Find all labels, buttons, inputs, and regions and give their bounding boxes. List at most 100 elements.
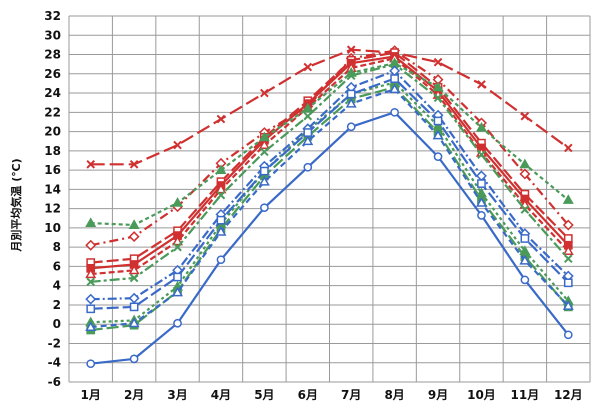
data-point [303,162,313,172]
data-point [302,102,314,113]
x-tick-label: 12月 [554,388,583,402]
data-point [172,197,184,207]
data-point [85,293,97,305]
data-point [260,88,269,98]
data-point [258,175,270,186]
data-point [128,231,140,243]
data-point [345,97,357,108]
data-point [215,183,227,194]
y-tick-label: 14 [44,182,61,196]
data-point [346,122,356,132]
data-point [562,194,574,204]
y-tick-label: 28 [44,48,61,62]
x-tick-label: 10月 [467,388,496,402]
data-point [216,114,226,124]
x-tick-label: 1月 [81,388,101,402]
data-point [302,135,314,146]
x-tick-label: 2月 [124,388,144,402]
x-tick-label: 8月 [384,388,404,402]
data-point [433,152,443,161]
x-tick-label: 5月 [254,388,274,402]
y-tick-label: 6 [53,259,61,273]
data-point [562,245,574,255]
y-tick-label: 32 [44,9,61,23]
x-tick-label: 9月 [428,388,448,402]
data-point [432,129,444,140]
data-point [215,164,227,175]
data-point [520,111,530,121]
data-point [563,143,573,153]
series-line [90,55,570,270]
data-point [216,215,226,225]
data-point [433,57,443,67]
data-point [475,197,487,207]
data-point [477,179,486,188]
data-point [475,187,487,198]
data-point [173,140,182,150]
y-tick-label: 18 [44,144,61,158]
data-point [129,273,139,283]
data-point [303,128,313,137]
data-point [128,317,140,328]
y-tick-label: 30 [44,28,61,42]
data-point [86,304,96,314]
series-0 [86,45,573,169]
data-point [346,71,356,81]
data-point [390,59,399,69]
data-point [86,359,96,369]
data-point [562,219,574,231]
y-tick-label: 22 [44,105,61,119]
x-tick-labels: 1月 2月 3月 4月 5月 6月 7月 8月 9月 10月 11月 12月 [81,388,583,402]
series-line [90,49,570,247]
data-point [216,190,226,200]
data-point [172,286,184,297]
series-line [90,86,570,332]
series-line [90,48,569,166]
data-point [173,318,182,328]
data-point [172,235,184,246]
data-point [520,275,530,285]
x-tick-label: 3月 [167,388,187,402]
data-point [520,205,530,214]
data-point [519,254,531,265]
x-tick-label: 11月 [511,388,540,402]
data-point [260,166,269,176]
data-point [432,81,444,92]
series-line [90,63,570,283]
y-tick-label: -6 [48,375,61,389]
series-layer [85,45,574,369]
data-point [85,268,97,279]
data-point [258,131,270,142]
grid [68,15,591,383]
data-point [258,139,270,150]
data-point [563,278,573,288]
data-point [128,264,140,275]
data-point [477,150,486,160]
y-tick-label: 26 [44,67,61,81]
data-point [562,300,574,310]
y-tick-label: 24 [44,86,61,100]
data-point [563,330,573,340]
series-line [90,111,570,365]
data-point [85,239,97,251]
y-tick-label: 2 [53,298,61,312]
y-tick-label: 16 [44,163,61,177]
y-tick-label: 4 [53,279,61,293]
data-point [519,168,531,180]
data-point [433,93,443,103]
data-point [173,272,182,282]
y-tick-label: 20 [44,125,61,139]
series-line [90,57,570,276]
data-point [389,83,401,94]
data-point [129,160,139,169]
series-line [90,77,570,310]
data-point [85,217,97,228]
y-axis-label: 月別平均気温 (℃) [9,158,23,252]
data-point [85,321,97,332]
x-tick-label: 7月 [341,388,361,402]
data-point [215,226,227,236]
data-point [390,74,399,83]
x-tick-label: 4月 [211,388,231,402]
y-tick-label: 10 [44,221,61,235]
